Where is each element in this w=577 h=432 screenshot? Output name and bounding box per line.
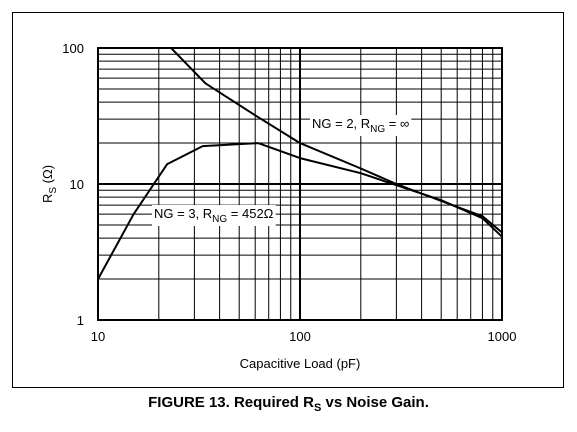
series-label-ng3-b: = 452Ω	[227, 206, 274, 221]
series-label-ng3-bg	[152, 205, 276, 226]
y-tick-label: 1	[77, 313, 84, 328]
plot-border	[97, 47, 503, 321]
series-label-ng3-a: NG = 3, R	[154, 206, 212, 221]
series-label-ng3: NG = 3, RNG = 452Ω	[152, 205, 276, 226]
series-label-ng2-b: = ∞	[385, 116, 409, 131]
series-label-ng2-bg	[310, 115, 412, 136]
series-label-ng3-text: NG = 3, RNG = 452Ω	[154, 206, 274, 225]
series-label-ng2-sub: NG	[370, 124, 385, 135]
caption-suffix: vs Noise Gain.	[321, 394, 429, 411]
series-label-ng2: NG = 2, RNG = ∞	[310, 115, 412, 136]
y-axis-label-sub: S	[48, 187, 59, 194]
caption-prefix: FIGURE 13. Required R	[148, 394, 314, 411]
y-axis-label-main: R	[40, 194, 55, 203]
y-tick-label: 100	[62, 41, 84, 56]
series-line-3	[98, 142, 502, 280]
series-label-ng3-sub: NG	[212, 214, 227, 225]
y-axis-label-rest: (Ω)	[40, 165, 55, 187]
y-axis-label: RS (Ω)	[40, 165, 59, 203]
tick-labels: 10 100 1000 1 10 100	[62, 41, 516, 344]
y-tick-label: 10	[70, 177, 84, 192]
figure-frame	[12, 12, 564, 388]
series-layer	[98, 48, 502, 280]
figure-caption: FIGURE 13. Required RS vs Noise Gain.	[0, 394, 577, 414]
caption-sub: S	[313, 402, 322, 414]
x-axis-label: Capacitive Load (pF)	[240, 356, 361, 371]
series-label-ng2-text: NG = 2, RNG = ∞	[312, 116, 409, 135]
x-tick-label: 10	[91, 329, 105, 344]
x-tick-label: 100	[289, 329, 311, 344]
grid	[98, 48, 502, 320]
x-tick-label: 1000	[488, 329, 517, 344]
series-label-ng2-a: NG = 2, R	[312, 116, 370, 131]
